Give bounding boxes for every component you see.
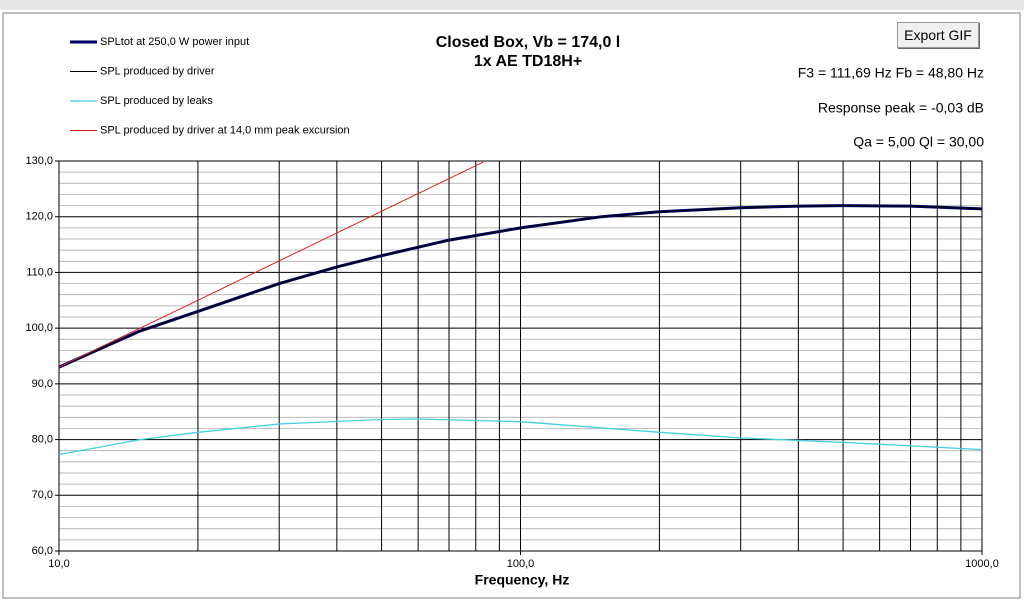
annotation: Qa = 5,00 Ql = 30,00 [853,134,984,150]
x-tick-label: 1000,0 [965,558,999,570]
y-tick-label: 90,0 [32,378,53,390]
sheet-strip [0,0,1024,10]
series-line [58,205,983,368]
legend-label: SPLtot at 250,0 W power input [100,36,249,48]
legend-label: SPL produced by driver [100,65,215,77]
y-tick-label: 70,0 [32,489,53,501]
y-tick-label: 100,0 [25,322,53,334]
x-tick-label: 100,0 [507,558,535,570]
x-axis-label: Frequency, Hz [475,572,570,588]
chart-subtitle: 1x AE TD18H+ [474,53,582,70]
series-line [58,161,484,368]
legend-label: SPL produced by leaks [100,95,213,107]
y-tick-label: 130,0 [25,155,53,167]
export-button[interactable]: Export GIF [897,22,979,48]
legend-label: SPL produced by driver at 14,0 mm peak e… [100,124,350,136]
chart-title: Closed Box, Vb = 174,0 l [436,34,621,51]
series-line [58,418,983,456]
y-tick-label: 120,0 [25,211,53,223]
x-tick-label: 10,0 [48,558,69,570]
annotation: F3 = 111,69 Hz Fb = 48,80 Hz [798,65,984,81]
annotation: Response peak = -0,03 dB [818,100,984,116]
y-tick-label: 80,0 [32,433,53,445]
y-tick-label: 60,0 [32,545,53,557]
y-tick-label: 110,0 [26,266,53,278]
